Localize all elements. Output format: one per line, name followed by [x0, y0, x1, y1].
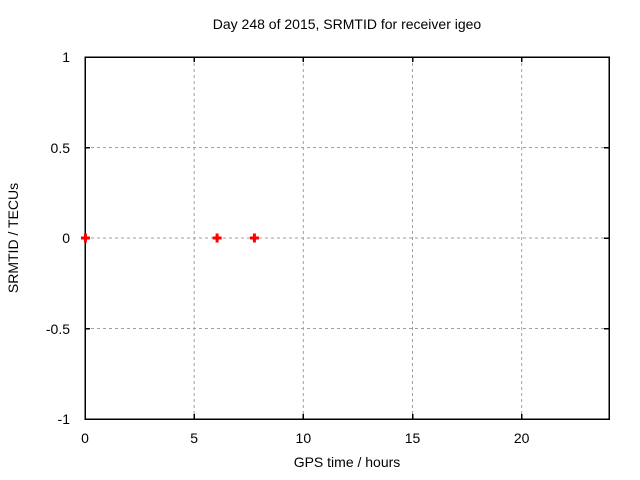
chart-title: Day 248 of 2015, SRMTID for receiver ige… — [212, 16, 482, 32]
x-axis-label: GPS time / hours — [293, 454, 401, 470]
y-tick-label: 0 — [62, 230, 70, 246]
x-tick-label: 10 — [295, 430, 312, 446]
y-axis-label: SRMTID / TECUs — [5, 182, 21, 294]
x-tick-label: 5 — [190, 430, 199, 446]
y-tick-label: 0.5 — [50, 139, 70, 156]
x-tick-label: 0 — [81, 430, 89, 446]
y-tick-label: -1 — [57, 411, 70, 427]
x-tick-label: 20 — [513, 430, 530, 446]
y-tick-label: -0.5 — [45, 320, 70, 337]
y-tick-label: 1 — [62, 49, 70, 65]
x-tick-label: 15 — [404, 430, 421, 446]
